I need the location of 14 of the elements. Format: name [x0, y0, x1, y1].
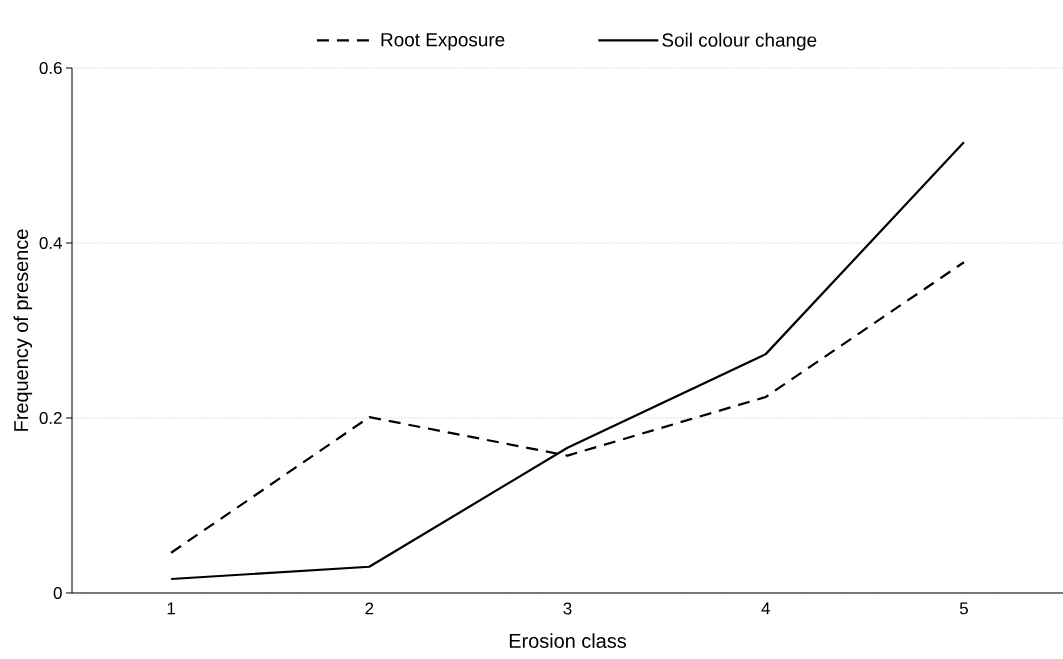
y-tick-label: 0 [53, 587, 62, 599]
y-tick-label: 0.6 [39, 62, 62, 74]
y-axis-title: Frequency of presence [13, 229, 33, 431]
legend-label: Root Exposure [381, 33, 505, 51]
x-tick-label: 5 [959, 602, 968, 615]
x-tick-label: 1 [167, 602, 175, 615]
x-tick-label: 2 [365, 602, 374, 615]
legend-label: Soil colour change [662, 32, 817, 51]
x-axis-title: Erosion class [509, 633, 626, 648]
x-tick-label: 4 [761, 602, 770, 615]
line-series [170, 141, 966, 581]
y-tick-label: 0.2 [39, 412, 62, 424]
y-tick-label: 0.4 [39, 237, 62, 249]
x-tick-label: 3 [563, 602, 572, 615]
